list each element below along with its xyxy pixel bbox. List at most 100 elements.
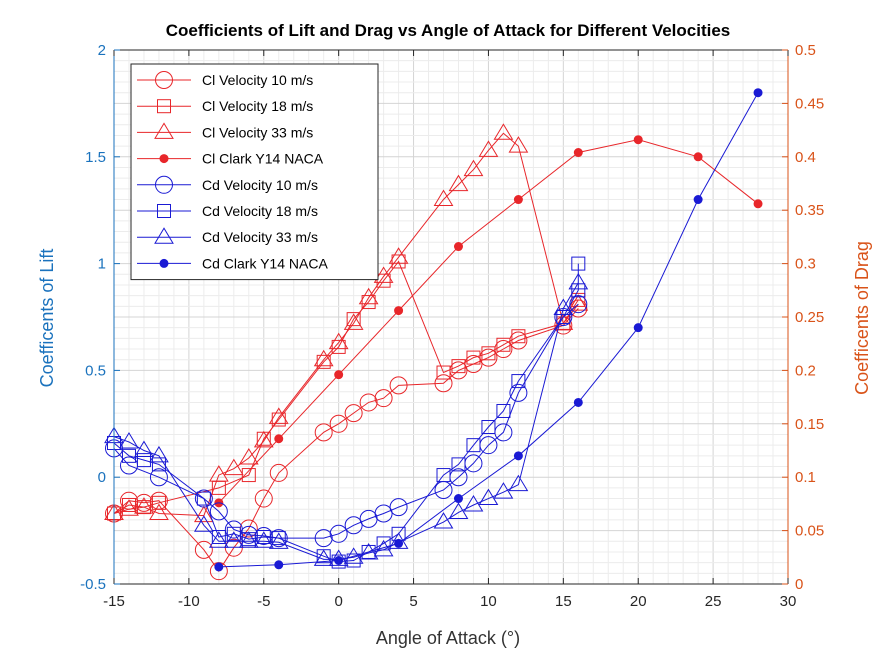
data-point: [149, 503, 169, 521]
y-right-tick-label: 0.2: [795, 362, 816, 379]
y-right-tick-label: 0.15: [795, 416, 824, 433]
data-point: [451, 457, 466, 472]
data-point: [389, 498, 408, 517]
data-point: [314, 529, 333, 548]
data-point: [509, 383, 528, 402]
data-point: [388, 532, 409, 549]
data-point: [269, 463, 288, 482]
data-point: [208, 531, 229, 548]
data-point: [373, 539, 394, 557]
data-point: [573, 397, 583, 407]
data-point: [513, 451, 523, 461]
legend-marker: [159, 154, 169, 164]
y-right-tick-label: 0.5: [795, 42, 816, 59]
data-point: [481, 420, 496, 435]
x-tick-label: 20: [630, 593, 647, 610]
data-point: [254, 489, 273, 508]
x-tick-label: -15: [103, 593, 125, 610]
x-tick-label: 0: [334, 593, 342, 610]
data-point: [508, 474, 529, 492]
series-line: [113, 308, 579, 573]
data-point: [453, 242, 463, 252]
legend-marker: [154, 227, 174, 244]
data-point: [693, 152, 703, 162]
y-right-tick-label: 0.45: [795, 95, 824, 112]
x-tick-label: 10: [480, 593, 497, 610]
legend-item-cd-velocity-33-m-s: Cd Velocity 33 m/s: [137, 227, 318, 245]
data-point: [358, 543, 379, 560]
legend-item-cd-velocity-10-m-s: Cd Velocity 10 m/s: [137, 175, 318, 194]
y-left-tick-label: 0: [98, 469, 106, 486]
data-point: [394, 306, 404, 316]
legend-item-cd-velocity-18-m-s: Cd Velocity 18 m/s: [137, 203, 318, 219]
data-point: [344, 516, 363, 535]
data-point: [223, 531, 244, 548]
legend-label: Cd Velocity 10 m/s: [202, 177, 318, 193]
y-right-tick-label: 0.05: [795, 523, 824, 540]
data-point: [466, 438, 481, 453]
legend-marker: [159, 258, 169, 268]
data-point: [493, 123, 514, 140]
data-point: [633, 135, 643, 145]
data-point: [119, 431, 139, 449]
data-point: [334, 556, 344, 566]
data-point: [344, 404, 363, 423]
data-point: [571, 292, 586, 307]
data-point: [478, 140, 499, 157]
data-point: [346, 553, 361, 568]
data-point: [553, 313, 574, 330]
y-left-tick-label: 2: [98, 42, 106, 59]
data-point: [496, 337, 511, 352]
x-tick-label: -10: [178, 593, 200, 610]
data-point: [511, 329, 526, 344]
legend-label: Cd Clark Y14 NACA: [202, 255, 328, 271]
y-right-tick-label: 0.25: [795, 309, 824, 326]
legend-label: Cl Velocity 10 m/s: [202, 72, 313, 88]
data-point: [134, 440, 154, 457]
data-point: [313, 349, 334, 367]
legend-item-cl-velocity-18-m-s: Cl Velocity 18 m/s: [137, 98, 313, 114]
x-tick-label: 30: [780, 593, 797, 610]
data-point: [448, 502, 469, 519]
series-cd-velocity-33-m-s: [104, 272, 589, 566]
legend-label: Cl Clark Y14 NACA: [202, 151, 324, 167]
series-line: [218, 139, 759, 504]
data-point: [361, 295, 376, 310]
legend-label: Cl Velocity 33 m/s: [202, 124, 313, 140]
data-point: [313, 549, 334, 566]
data-point: [359, 393, 378, 412]
legend-item-cl-velocity-33-m-s: Cl Velocity 33 m/s: [137, 122, 313, 140]
data-point: [436, 365, 451, 380]
y-right-tick-label: 0.3: [795, 256, 816, 273]
legend-label: Cl Velocity 18 m/s: [202, 98, 313, 114]
data-point: [511, 374, 526, 389]
data-point: [513, 195, 523, 205]
data-point: [134, 497, 154, 514]
series-line: [218, 92, 759, 568]
x-axis-label: Angle of Attack (°): [376, 628, 520, 648]
data-point: [151, 457, 166, 472]
data-point: [389, 376, 408, 395]
data-point: [436, 468, 451, 483]
y-left-tick-label: 0.5: [85, 362, 106, 379]
data-point: [391, 254, 406, 269]
data-point: [374, 504, 393, 523]
data-point: [569, 295, 588, 314]
y-right-tick-label: 0: [795, 576, 803, 593]
data-point: [268, 532, 289, 549]
data-point: [238, 448, 259, 465]
data-point: [274, 434, 284, 444]
data-point: [571, 283, 586, 298]
data-point: [448, 174, 469, 192]
y-left-tick-label: -0.5: [80, 576, 106, 593]
data-point: [194, 489, 213, 508]
data-point: [119, 499, 139, 516]
legend-item-cl-clark-y14-naca: Cl Clark Y14 NACA: [137, 151, 324, 167]
legend-item-cl-velocity-10-m-s: Cl Velocity 10 m/s: [137, 71, 313, 89]
data-point: [149, 445, 169, 463]
data-point: [453, 494, 463, 504]
series-cl-clark-y14-naca: [214, 135, 763, 508]
legend-box: [130, 63, 379, 281]
data-point: [553, 298, 574, 315]
legend-item-cd-clark-y14-naca: Cd Clark Y14 NACA: [137, 255, 328, 271]
